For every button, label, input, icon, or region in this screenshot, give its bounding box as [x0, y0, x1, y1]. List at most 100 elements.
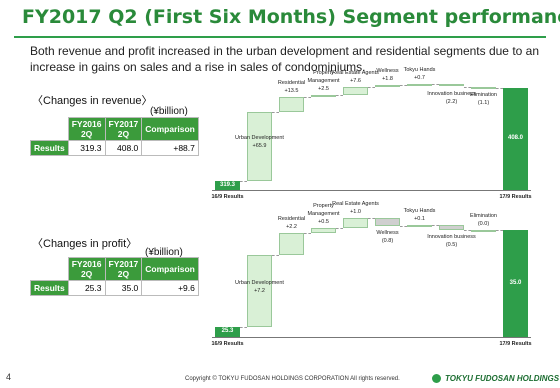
bar — [311, 228, 336, 233]
bar — [311, 94, 336, 98]
category-label: 17/9 Results — [499, 194, 532, 200]
row-label: Results — [30, 280, 69, 296]
bar — [439, 84, 464, 87]
cell: 35.0 — [104, 280, 143, 296]
category-label: Elimination — [470, 91, 497, 98]
page-number: 4 — [6, 372, 12, 382]
connector — [432, 84, 439, 86]
profit-table: FY2016 2Q FY2017 2Q Comparison Results 25.3… — [30, 257, 199, 296]
value-label: +0.5 — [318, 219, 329, 225]
category-label: Innovation business — [427, 90, 476, 97]
connector — [240, 181, 247, 183]
subtitle: Both revenue and profit increased in the… — [30, 44, 540, 74]
connector — [400, 226, 407, 227]
label-group: Tokyu Hands +0.1 — [393, 207, 447, 223]
connector — [464, 230, 471, 231]
label-group: Real Estate Agents +1.0 — [329, 200, 383, 216]
bar — [407, 84, 432, 87]
bar — [375, 84, 400, 87]
value-label: +7.2 — [254, 288, 265, 294]
col-header: FY2017 2Q — [104, 117, 143, 141]
connector — [496, 87, 503, 89]
bar — [215, 327, 240, 337]
bar — [471, 86, 496, 89]
category-label: Tokyu Hands — [403, 208, 436, 214]
value-label: +0.1 — [414, 216, 425, 222]
value-label: +13.5 — [284, 88, 299, 95]
value-label: +65.9 — [252, 143, 267, 150]
copyright: Copyright © TOKYU FUDOSAN HOLDINGS CORPO… — [185, 376, 400, 382]
label-group: Urban Development +7.2 — [233, 279, 287, 295]
title: FY2017 Q2 (First Six Months) Segment per… — [22, 6, 560, 28]
connector — [272, 111, 279, 113]
label-group: Residential +2.2 — [265, 215, 319, 231]
value-label: (0.5) — [445, 242, 458, 248]
bar — [247, 111, 272, 182]
connector — [336, 228, 343, 229]
value-label: +1.0 — [350, 209, 361, 215]
value-label: 25.3 — [221, 328, 234, 334]
label-group: Innovation business (0.5) — [425, 233, 479, 249]
bar — [279, 97, 304, 112]
label-group: Property Management +0.5 — [297, 202, 351, 226]
col-header: Comparison — [141, 117, 199, 141]
category-label: Wellness — [376, 67, 399, 74]
category-label: Real Estate Agents — [332, 201, 379, 207]
category-label: Wellness — [376, 230, 399, 236]
logo: TOKYU FUDOSAN HOLDINGS — [445, 374, 560, 383]
category-label: Elimination — [470, 213, 497, 219]
bar — [439, 225, 464, 230]
row-label: Results — [30, 140, 69, 156]
unit: (¥billion) — [150, 106, 188, 117]
cell: +9.6 — [141, 280, 199, 296]
label-group: Innovation business (2.2) — [425, 90, 479, 106]
category-label: 17/9 Results — [499, 341, 532, 347]
connector — [368, 86, 375, 88]
label-group: Wellness +1.8 — [361, 67, 415, 83]
title-rule — [14, 36, 546, 38]
label-group: Property Management +2.5 — [297, 69, 351, 93]
label-group: Elimination (0.0) — [457, 212, 511, 228]
category-label: 16/9 Results — [211, 194, 244, 200]
col-header: FY2016 2Q — [67, 257, 106, 281]
value-label: 319.3 — [219, 181, 235, 188]
category-label: Residential — [277, 80, 306, 87]
connector — [432, 225, 439, 226]
category-label: Tokyu Hands — [403, 67, 436, 74]
revenue-table: FY2016 2Q FY2017 2Q Comparison Results 319.… — [30, 117, 199, 156]
bar — [279, 233, 304, 255]
category-label: Property Management — [307, 203, 340, 217]
category-label: Real Estate Agents — [332, 69, 379, 76]
logo-mark — [432, 374, 441, 383]
connector — [304, 97, 311, 99]
value-label: +0.7 — [414, 75, 425, 82]
section-heading: 〈Changes in revenue〉 — [32, 95, 153, 107]
value-label: (0.0) — [477, 221, 490, 227]
bar — [503, 230, 528, 337]
col-header: Comparison — [141, 257, 199, 281]
bar — [215, 181, 240, 190]
connector — [464, 86, 471, 88]
label-group: Residential +13.5 — [265, 79, 319, 95]
bar — [503, 87, 528, 190]
cell: 319.3 — [67, 140, 106, 156]
bar — [343, 86, 368, 95]
value-label: +1.8 — [382, 75, 393, 82]
value-label: +2.5 — [318, 85, 329, 92]
bar — [407, 225, 432, 227]
label-group: Elimination (1.1) — [457, 91, 511, 107]
section-heading: 〈Changes in profit〉 — [32, 238, 138, 250]
col-header: FY2016 2Q — [67, 117, 106, 141]
label-group: Wellness (0.8) — [361, 229, 415, 245]
connector — [400, 84, 407, 86]
value-label: +7.6 — [350, 77, 361, 84]
label-group: Real Estate Agents +7.6 — [329, 69, 383, 85]
category-label: Urban Development — [235, 280, 284, 286]
bar — [471, 230, 496, 232]
bar — [375, 218, 400, 226]
value-label: (1.1) — [477, 99, 490, 106]
connector — [496, 230, 503, 231]
cell: 408.0 — [104, 140, 143, 156]
label-group: Tokyu Hands +0.7 — [393, 66, 447, 82]
